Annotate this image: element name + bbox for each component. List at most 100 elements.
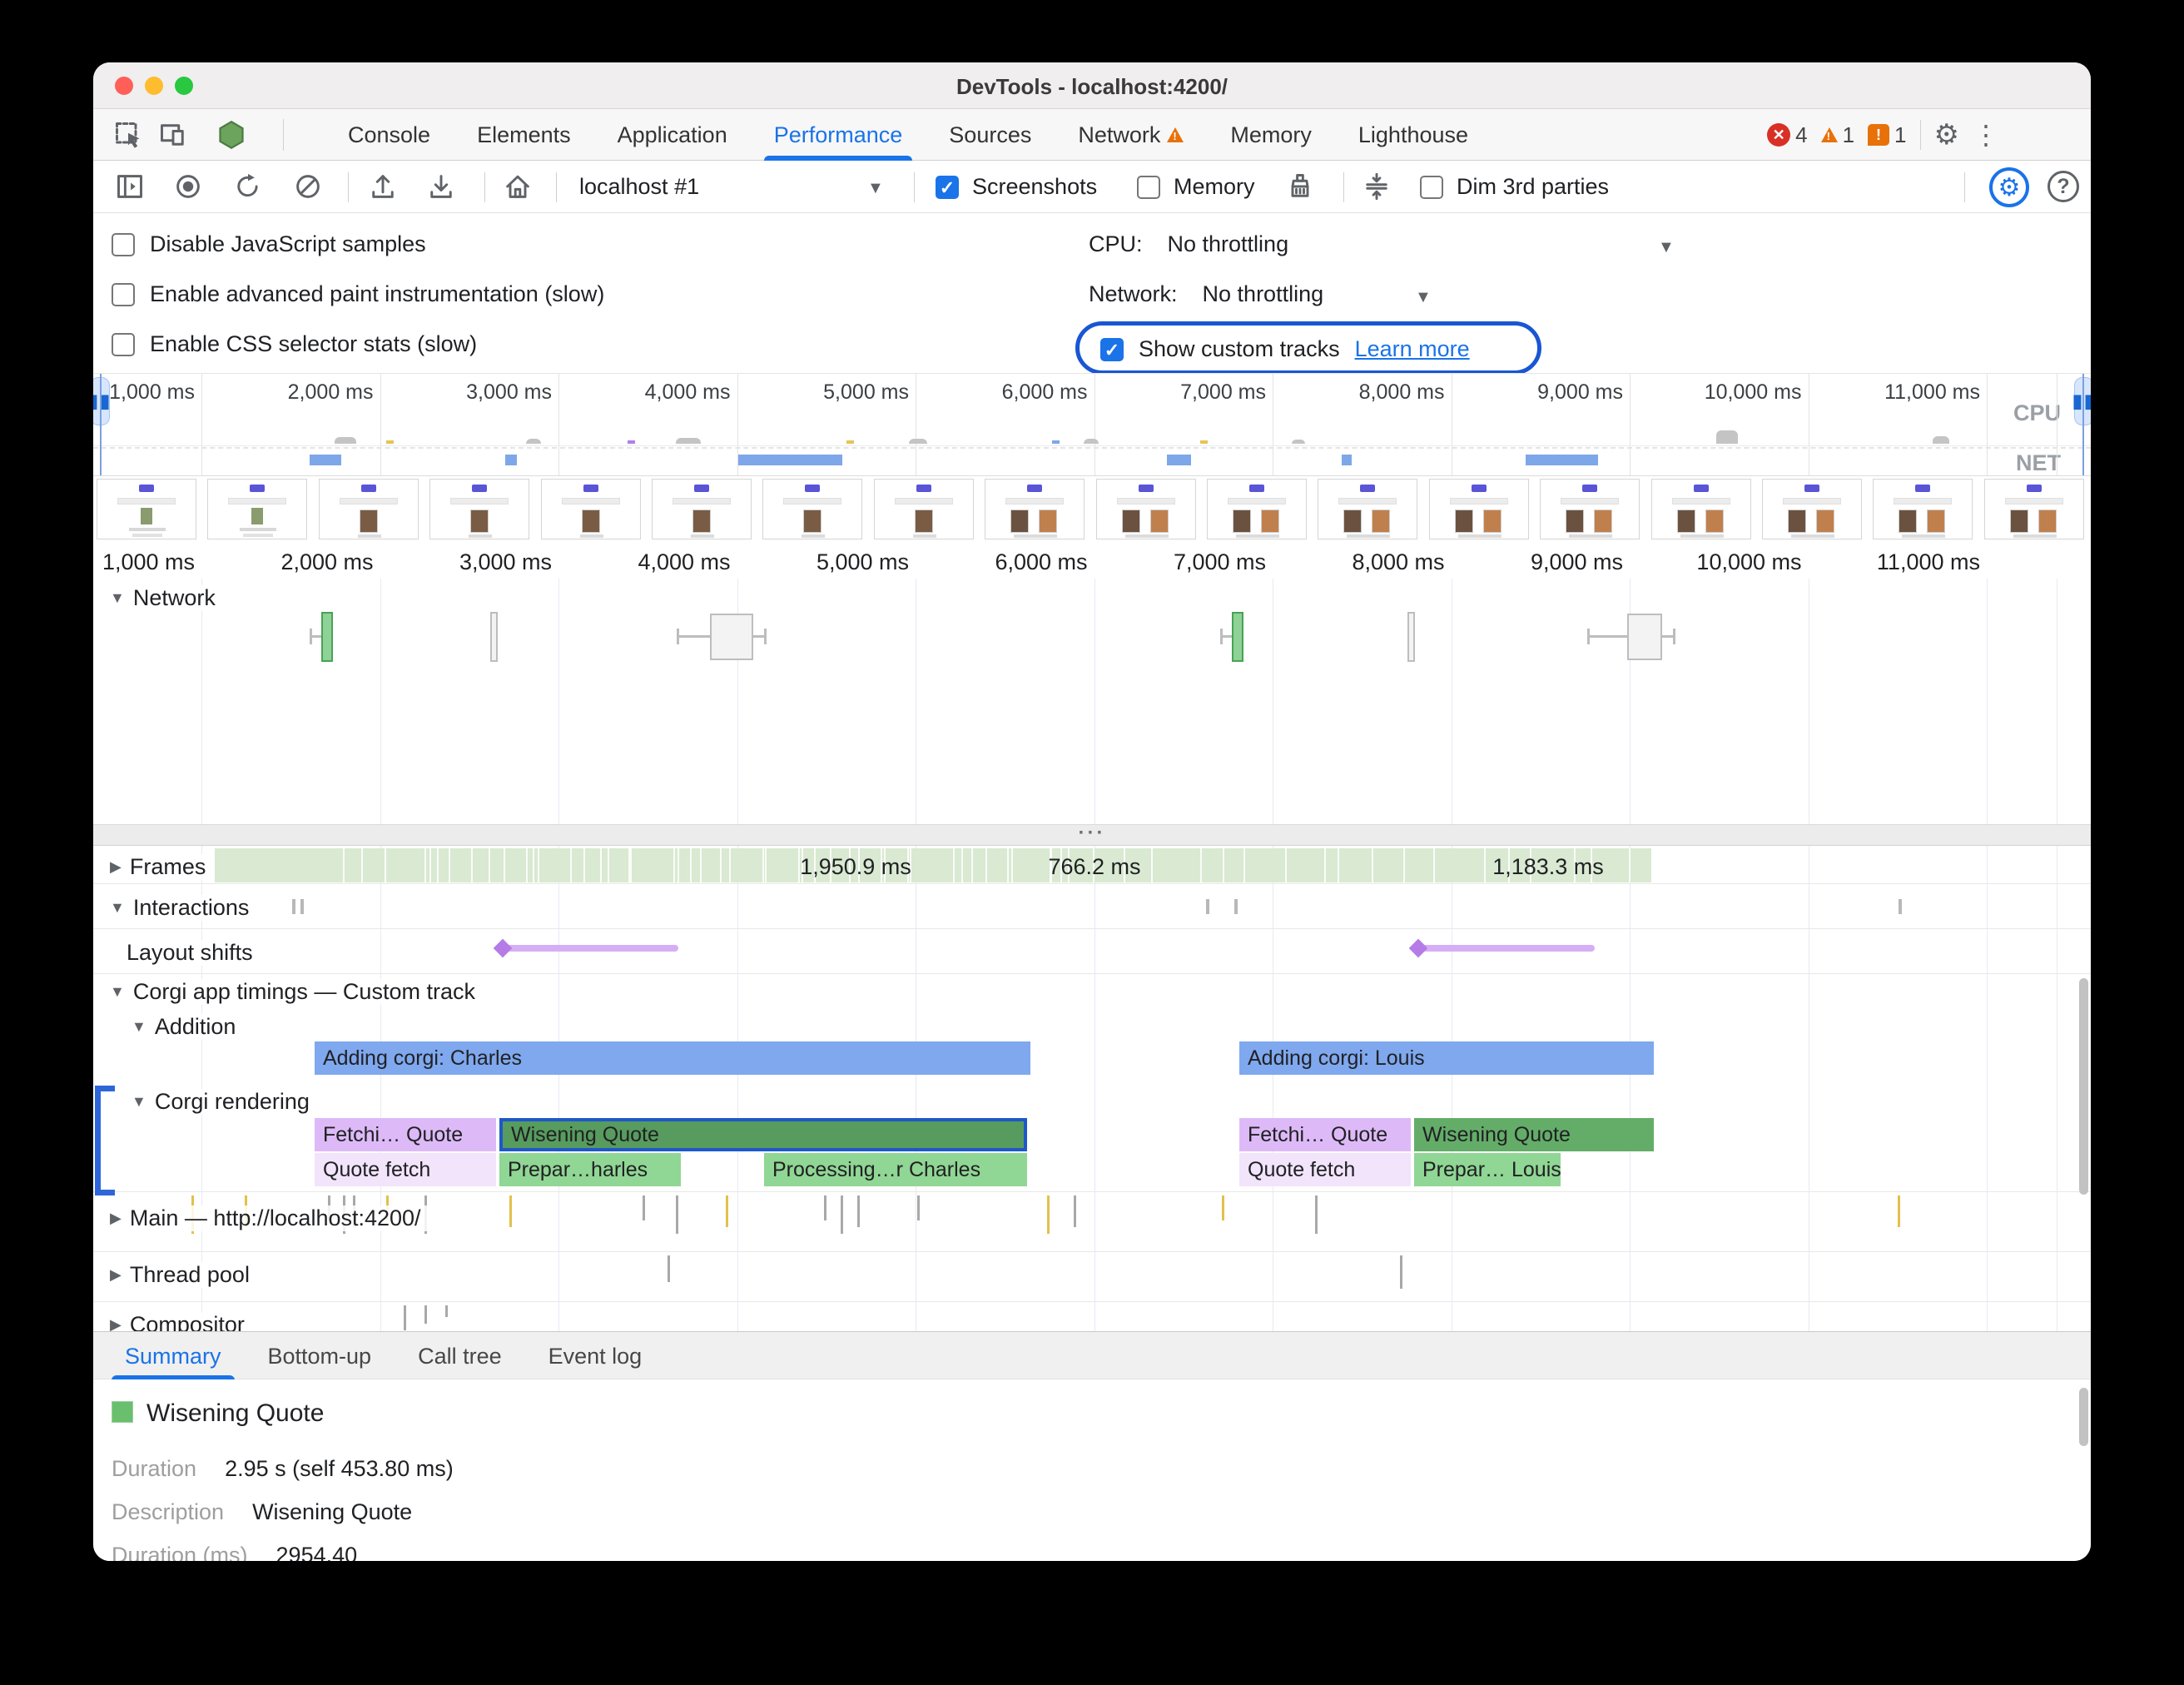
filmstrip-screenshot[interactable] [207, 479, 308, 539]
issues-badge[interactable]: ! 1 [1868, 122, 1907, 148]
filmstrip-screenshot[interactable] [1428, 479, 1529, 539]
corgi-rendering-group-header[interactable]: ▼ Corgi rendering [132, 1089, 318, 1115]
network-request-bar[interactable] [321, 612, 333, 662]
filmstrip-screenshot[interactable] [97, 479, 196, 539]
filmstrip-screenshot[interactable] [985, 479, 1085, 539]
filmstrip-screenshot[interactable] [1762, 479, 1862, 539]
network-request-bar[interactable] [1627, 614, 1662, 660]
layout-shift-diamond[interactable] [493, 938, 513, 958]
tab-performance[interactable]: Performance [751, 109, 926, 161]
memory-checkbox[interactable] [1137, 176, 1160, 199]
filmstrip-screenshot[interactable] [429, 479, 530, 539]
toggle-sidebar-icon[interactable] [115, 171, 145, 201]
history-select[interactable]: localhost #1 [579, 174, 700, 199]
thread-pool-track-header[interactable]: ▶ Thread pool [110, 1262, 258, 1288]
custom-track-event-bar[interactable]: Adding corgi: Charles [315, 1041, 1030, 1075]
tab-elements[interactable]: Elements [454, 109, 594, 161]
settings-checkbox[interactable] [112, 332, 135, 356]
custom-track-event-bar[interactable]: Processing…r Charles [764, 1153, 1027, 1186]
custom-track-event-bar[interactable]: Wisening Quote [1414, 1118, 1654, 1151]
filmstrip-screenshot[interactable] [873, 479, 974, 539]
cpu-throttling-select[interactable]: No throttling [1167, 231, 1289, 256]
clear-icon[interactable] [293, 171, 323, 201]
layout-shift-line[interactable] [1417, 945, 1595, 952]
bottom-tab-call-tree[interactable]: Call tree [418, 1343, 502, 1369]
layout-shifts-track-header[interactable]: Layout shifts [127, 940, 261, 966]
filmstrip-screenshot[interactable] [1650, 479, 1751, 539]
custom-track-event-bar[interactable]: Quote fetch [1239, 1153, 1411, 1186]
network-request-bar[interactable] [1407, 612, 1415, 662]
tab-application[interactable]: Application [594, 109, 751, 161]
capture-settings-button-active[interactable]: ⚙ [1989, 167, 2029, 207]
inspect-element-icon[interactable] [113, 120, 143, 150]
layout-shift-line[interactable] [501, 945, 678, 952]
main-thread-track-header[interactable]: ▶ Main — http://localhost:4200/ [110, 1205, 429, 1231]
settings-gear-icon[interactable]: ⚙ [1933, 119, 1959, 151]
error-badge[interactable]: ✕ 4 [1767, 122, 1808, 148]
custom-track-event-bar[interactable]: Prepar…harles [499, 1153, 681, 1186]
network-request-bar[interactable] [710, 614, 753, 660]
frames-track-header[interactable]: ▶ Frames [110, 854, 215, 880]
tab-console[interactable]: Console [325, 109, 454, 161]
track-split-handle[interactable]: ··· [93, 823, 2091, 846]
network-request-bar[interactable] [490, 612, 498, 662]
custom-track-event-bar[interactable]: Quote fetch [315, 1153, 496, 1186]
screenshots-checkbox[interactable]: ✓ [936, 176, 959, 199]
custom-track-header[interactable]: ▼ Corgi app timings — Custom track [110, 979, 484, 1005]
filmstrip-screenshot[interactable] [1318, 479, 1418, 539]
custom-track-event-bar[interactable]: Fetchi… Quote [1239, 1118, 1411, 1151]
custom-track-event-bar[interactable]: Prepar… Louis [1414, 1153, 1561, 1186]
filmstrip-screenshot[interactable] [318, 479, 419, 539]
custom-track-event-bar[interactable]: Wisening Quote [499, 1118, 1027, 1151]
frames-band[interactable] [215, 848, 1760, 882]
timeline-overview[interactable]: CPU NET 1,000 ms 2,000 ms 3,000 ms 4,000 ms… [93, 373, 2091, 476]
learn-more-link[interactable]: Learn more [1354, 336, 1470, 361]
tab-sources[interactable]: Sources [926, 109, 1055, 161]
layout-shift-diamond[interactable] [1408, 938, 1428, 958]
load-profile-icon[interactable] [368, 171, 398, 201]
settings-checkbox[interactable] [112, 282, 135, 306]
bottom-tab-summary[interactable]: Summary [102, 1332, 245, 1380]
shortcuts-dialog-icon[interactable] [1362, 171, 1392, 201]
more-options-icon[interactable]: ⋮ [1973, 120, 1999, 150]
settings-checkbox[interactable] [112, 232, 135, 256]
filmstrip-screenshot[interactable] [762, 479, 863, 539]
collect-garbage-icon[interactable] [1285, 171, 1315, 201]
network-throttling-arrow[interactable]: ▼ [1415, 288, 1432, 306]
minimize-window-button[interactable] [145, 77, 163, 95]
network-track-header[interactable]: ▼ Network [110, 585, 224, 611]
filmstrip-screenshot[interactable] [1540, 479, 1640, 539]
interactions-track-header[interactable]: ▼ Interactions [110, 895, 258, 921]
filmstrip-screenshot[interactable] [1873, 479, 1973, 539]
network-request-bar[interactable] [1232, 612, 1243, 662]
compositor-track-header[interactable]: ▶ Compositor [110, 1312, 253, 1331]
custom-track-event-bar[interactable]: Adding corgi: Louis [1239, 1041, 1654, 1075]
record-icon[interactable] [173, 171, 203, 201]
zoom-window-button[interactable] [175, 77, 193, 95]
filmstrip-screenshot[interactable] [540, 479, 641, 539]
device-toolbar-icon[interactable] [158, 120, 188, 150]
custom-track-event-bar[interactable]: Fetchi… Quote [315, 1118, 496, 1151]
overview-left-handle[interactable]: ▮▮ [93, 377, 110, 425]
extension-hexagon-icon[interactable] [216, 120, 246, 150]
filmstrip-screenshot[interactable] [1095, 479, 1196, 539]
tab-network[interactable]: Network [1055, 109, 1207, 161]
save-profile-icon[interactable] [426, 171, 456, 201]
help-icon[interactable]: ? [2048, 171, 2079, 202]
dim-3rd-parties-checkbox[interactable] [1420, 176, 1443, 199]
summary-scrollbar[interactable] [2079, 1388, 2088, 1446]
addition-group-header[interactable]: ▼ Addition [132, 1014, 245, 1040]
tab-lighthouse[interactable]: Lighthouse [1335, 109, 1492, 161]
bottom-tab-bottom-up[interactable]: Bottom-up [267, 1343, 372, 1369]
bottom-tab-event-log[interactable]: Event log [548, 1343, 643, 1369]
home-icon[interactable] [503, 171, 533, 201]
track-area-scrollbar[interactable] [2079, 978, 2088, 1195]
tab-memory[interactable]: Memory [1207, 109, 1335, 161]
close-window-button[interactable] [115, 77, 133, 95]
filmstrip-screenshot[interactable] [1983, 479, 2084, 539]
show-custom-tracks-checkbox[interactable]: ✓ [1100, 337, 1124, 361]
warning-badge[interactable]: 1 [1820, 122, 1854, 148]
history-select-arrow[interactable]: ▼ [867, 179, 884, 197]
filmstrip-screenshot[interactable] [1207, 479, 1307, 539]
network-throttling-select[interactable]: No throttling [1202, 281, 1324, 306]
